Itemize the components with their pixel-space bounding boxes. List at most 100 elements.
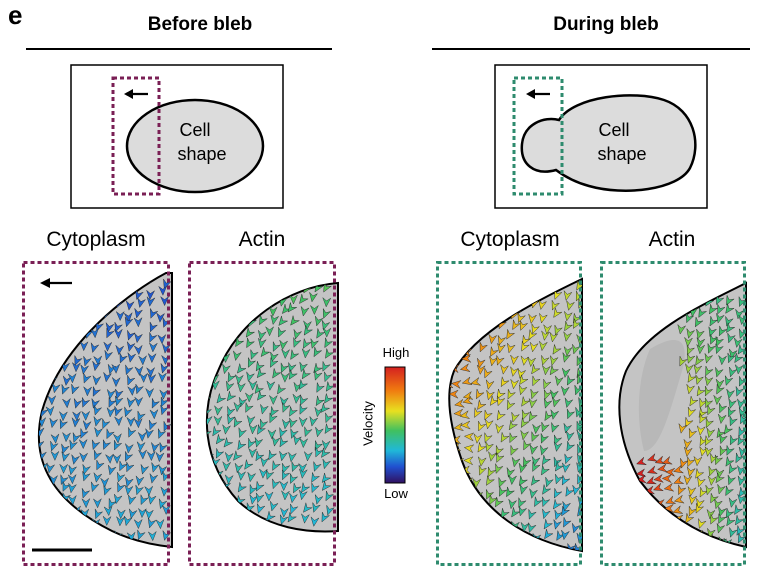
velocity-arrow bbox=[155, 518, 165, 530]
velocity-arrow bbox=[264, 491, 274, 502]
velocity-arrow bbox=[147, 373, 157, 384]
cell-label-line1: Cell bbox=[179, 120, 210, 140]
velocity-arrow bbox=[539, 312, 548, 324]
velocity-arrow bbox=[688, 427, 698, 439]
velocity-arrow bbox=[729, 434, 739, 446]
velocity-arrow bbox=[696, 343, 706, 355]
velocity-arrow bbox=[710, 452, 719, 464]
velocity-arrow bbox=[41, 530, 51, 543]
velocity-arrow bbox=[459, 531, 471, 541]
velocity-arrow bbox=[38, 517, 47, 529]
velocity-arrow bbox=[256, 502, 266, 514]
velocity-arrow bbox=[81, 410, 91, 421]
velocity-arrow bbox=[232, 350, 242, 361]
velocity-arrow bbox=[127, 351, 137, 363]
velocity-arrow bbox=[108, 295, 117, 307]
velocity-arrow bbox=[572, 343, 581, 355]
velocity-arrow bbox=[160, 295, 170, 307]
velocity-arrow bbox=[476, 507, 485, 519]
velocity-arrow bbox=[206, 495, 211, 506]
velocity-arrow bbox=[540, 432, 550, 444]
velocity-arrow bbox=[552, 343, 562, 355]
velocity-arrow bbox=[256, 480, 265, 492]
velocity-arrow bbox=[484, 409, 493, 421]
velocity-arrow bbox=[222, 363, 231, 375]
velocity-arrow bbox=[465, 279, 477, 287]
velocity-arrow bbox=[290, 472, 299, 484]
velocity-arrow bbox=[149, 472, 159, 484]
velocity-arrow bbox=[460, 332, 472, 342]
velocity-arrow bbox=[324, 337, 334, 349]
during-actin-label: Actin bbox=[648, 228, 696, 251]
velocity-arrow bbox=[73, 397, 83, 409]
velocity-arrow bbox=[729, 415, 739, 427]
velocity-arrow bbox=[705, 417, 715, 429]
velocity-arrow bbox=[81, 487, 91, 499]
velocity-arrow bbox=[461, 509, 472, 519]
velocity-arrow bbox=[699, 397, 708, 409]
velocity-arrow bbox=[127, 374, 136, 386]
velocity-arrow bbox=[521, 340, 531, 352]
velocity-arrow bbox=[478, 464, 488, 476]
velocity-arrow bbox=[554, 324, 563, 336]
velocity-arrow bbox=[50, 440, 59, 452]
velocity-arrow bbox=[728, 348, 738, 360]
before-bleb-title: Before bleb bbox=[147, 14, 253, 35]
velocity-arrow bbox=[134, 307, 144, 319]
velocity-arrow bbox=[222, 424, 232, 435]
cell-label-line2: shape bbox=[177, 144, 226, 164]
velocity-arrow bbox=[206, 292, 213, 304]
before-actin-panel bbox=[188, 261, 339, 566]
velocity-arrow bbox=[322, 458, 332, 470]
velocity-arrow bbox=[67, 473, 77, 485]
velocity-arrow bbox=[299, 293, 309, 304]
velocity-arrow bbox=[111, 363, 121, 374]
velocity-arrow bbox=[517, 290, 527, 302]
velocity-arrow bbox=[518, 537, 527, 549]
bleb-region bbox=[638, 340, 685, 451]
velocity-arrow bbox=[714, 498, 723, 510]
velocity-arrow bbox=[124, 316, 134, 328]
velocity-arrow bbox=[644, 497, 655, 507]
velocity-arrow bbox=[520, 429, 530, 441]
velocity-arrow bbox=[104, 349, 114, 361]
velocity-arrow bbox=[236, 381, 246, 393]
velocity-arrow bbox=[250, 348, 259, 360]
velocity-arrow bbox=[633, 488, 644, 498]
velocity-arrow bbox=[460, 499, 472, 509]
velocity-arrow bbox=[540, 444, 549, 456]
velocity-arrow bbox=[463, 312, 475, 322]
velocity-arrow bbox=[324, 422, 334, 434]
velocity-arrow bbox=[693, 455, 703, 467]
velocity-arrow bbox=[135, 383, 145, 395]
velocity-arrow bbox=[461, 353, 472, 363]
velocity-arrow bbox=[290, 503, 299, 515]
velocity-arrow bbox=[280, 362, 290, 374]
velocity-arrow bbox=[281, 348, 291, 359]
velocity-arrow bbox=[734, 352, 744, 364]
velocity-arrow bbox=[278, 326, 287, 338]
velocity-arrow bbox=[563, 345, 573, 357]
velocity-arrow bbox=[449, 324, 461, 334]
velocity-arrow bbox=[149, 409, 159, 420]
velocity-arrow bbox=[126, 461, 135, 473]
velocity-arrow bbox=[279, 339, 289, 351]
velocity-arrow bbox=[704, 446, 714, 457]
velocity-arrow bbox=[735, 514, 745, 526]
velocity-arrow bbox=[566, 440, 576, 452]
velocity-arrow bbox=[450, 519, 461, 529]
velocity-arrow bbox=[725, 507, 735, 519]
velocity-arrow bbox=[486, 541, 497, 551]
velocity-arrow bbox=[476, 357, 486, 369]
velocity-arrow bbox=[206, 325, 213, 337]
velocity-arrow bbox=[116, 508, 126, 520]
velocity-arrow bbox=[696, 385, 707, 397]
velocity-arrow bbox=[223, 314, 233, 326]
velocity-arrow bbox=[206, 307, 214, 319]
velocity-arrow bbox=[233, 401, 243, 413]
velocity-arrow bbox=[206, 405, 213, 417]
velocity-arrow bbox=[461, 376, 473, 386]
before-cytoplasm-panel bbox=[22, 261, 173, 566]
velocity-arrow bbox=[511, 411, 520, 423]
velocity-arrow bbox=[654, 455, 666, 465]
